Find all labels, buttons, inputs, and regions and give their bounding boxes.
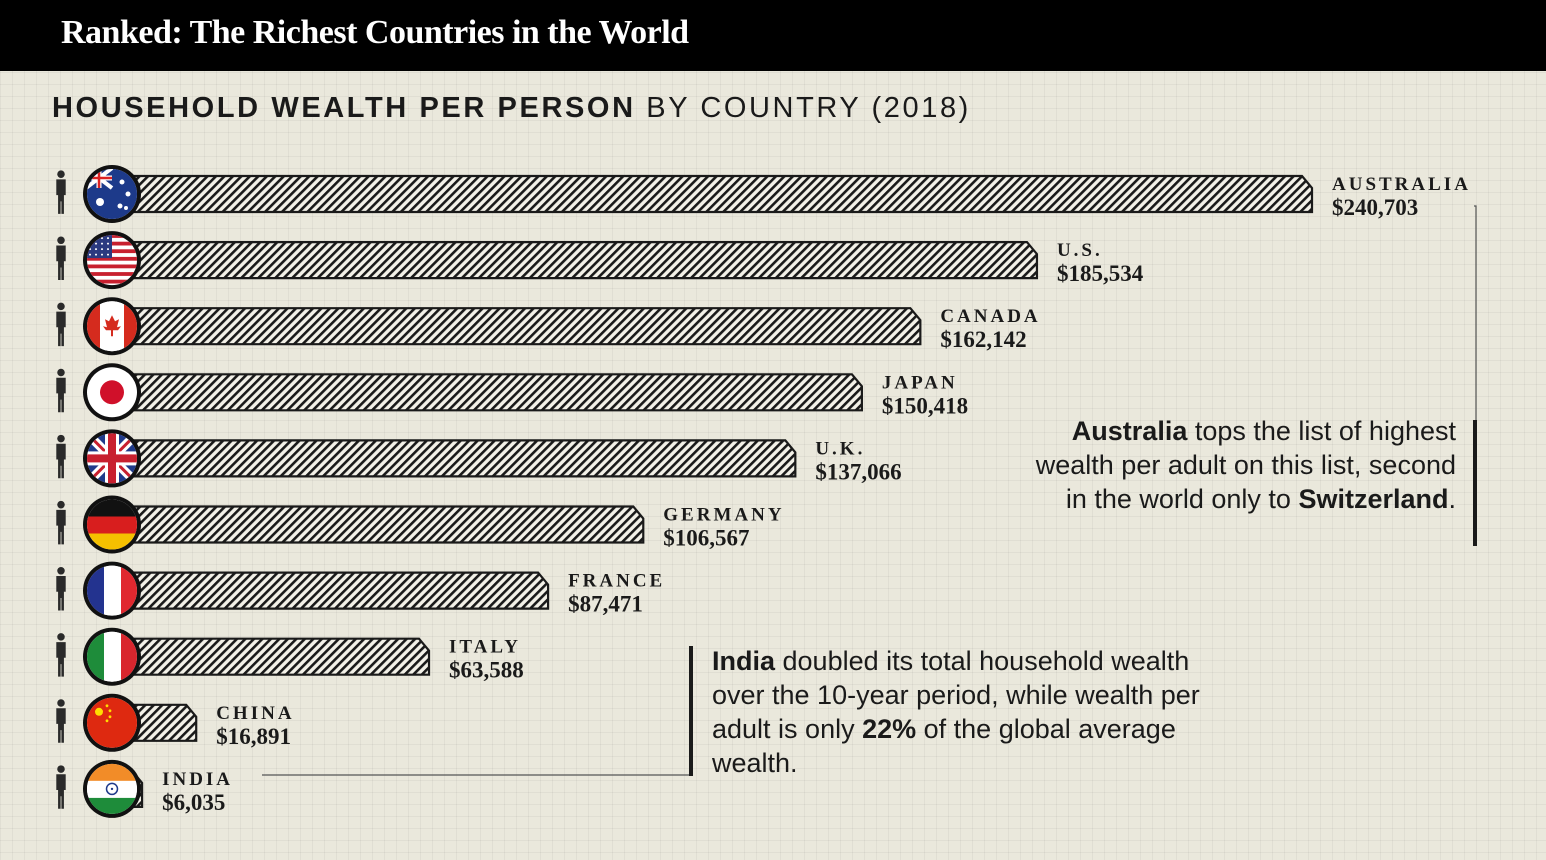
- person-icon: [56, 368, 66, 413]
- country-label: AUSTRALIA: [1332, 174, 1471, 195]
- country-label: GERMANY: [663, 505, 784, 526]
- australia-note-rule: [1473, 420, 1477, 546]
- bar-italy: [110, 637, 431, 676]
- value-label: $16,891: [216, 724, 291, 749]
- annotation-bold: Australia: [1071, 416, 1188, 446]
- canada-flag: [83, 297, 141, 356]
- us-flag: [83, 231, 141, 290]
- country-label: CANADA: [940, 306, 1040, 327]
- australia-annotation: Australia tops the list of highest wealt…: [1030, 414, 1456, 516]
- country-label: INDIA: [162, 769, 233, 790]
- value-label: $87,471: [568, 592, 643, 617]
- value-label: $63,588: [449, 658, 524, 683]
- annotation-text: .: [1448, 484, 1456, 514]
- india-note-rule: [689, 646, 693, 776]
- value-label: $240,703: [1332, 195, 1418, 220]
- person-icon: [56, 170, 66, 214]
- australia-flag: [83, 165, 141, 223]
- chart-title-rest: BY COUNTRY (2018): [635, 92, 971, 124]
- value-label: $106,567: [663, 526, 749, 551]
- bar-japan: [110, 373, 863, 412]
- annotation-text: tops the list of highest wealth per adul…: [1035, 416, 1456, 514]
- annotation-bold: India: [712, 646, 776, 676]
- value-label: $162,142: [940, 327, 1026, 352]
- japan-flag: [83, 363, 141, 422]
- bar-australia: [110, 174, 1314, 214]
- person-icon: [56, 434, 66, 479]
- uk-flag: [83, 429, 141, 488]
- india-flag: [83, 759, 141, 818]
- country-label: U.K.: [815, 438, 865, 459]
- person-icon: [56, 633, 66, 677]
- annotation-bold: 22%: [862, 714, 917, 744]
- bar-uk: [110, 439, 797, 478]
- country-label: CHINA: [216, 703, 294, 724]
- bar-germany: [110, 505, 645, 544]
- india-annotation: India doubled its total household wealth…: [712, 644, 1232, 780]
- value-label: $137,066: [815, 459, 901, 484]
- bar-us: [110, 241, 1039, 280]
- person-icon: [56, 765, 66, 809]
- bar-canada: [110, 307, 922, 346]
- annotation-text: of the global average wealth.: [712, 714, 1176, 778]
- chart-title: HOUSEHOLD WEALTH PER PERSON BY COUNTRY (…: [52, 92, 971, 125]
- header-bar: Ranked: The Richest Countries in the Wor…: [0, 0, 1546, 71]
- person-icon: [56, 236, 66, 281]
- person-icon: [56, 500, 66, 545]
- chart-title-bold: HOUSEHOLD WEALTH PER PERSON: [52, 92, 636, 124]
- country-label: ITALY: [449, 637, 521, 658]
- value-label: $150,418: [882, 393, 968, 418]
- person-icon: [56, 302, 66, 347]
- value-label: $185,534: [1057, 261, 1144, 286]
- value-label: $6,035: [162, 790, 225, 815]
- person-icon: [56, 699, 66, 743]
- annotation-text: doubled its total household wealth over …: [712, 646, 1200, 744]
- france-flag: [83, 561, 141, 620]
- person-icon: [56, 567, 66, 611]
- italy-flag: [83, 627, 141, 686]
- germany-flag: [83, 495, 141, 554]
- country-label: JAPAN: [882, 372, 958, 393]
- bar-france: [110, 571, 550, 610]
- country-label: FRANCE: [568, 571, 665, 592]
- annotation-bold: Switzerland: [1298, 484, 1449, 514]
- country-label: U.S.: [1057, 240, 1103, 261]
- australia-connector-line: [1474, 205, 1477, 420]
- china-flag: [83, 693, 141, 752]
- page-title: Ranked: The Richest Countries in the Wor…: [61, 14, 689, 51]
